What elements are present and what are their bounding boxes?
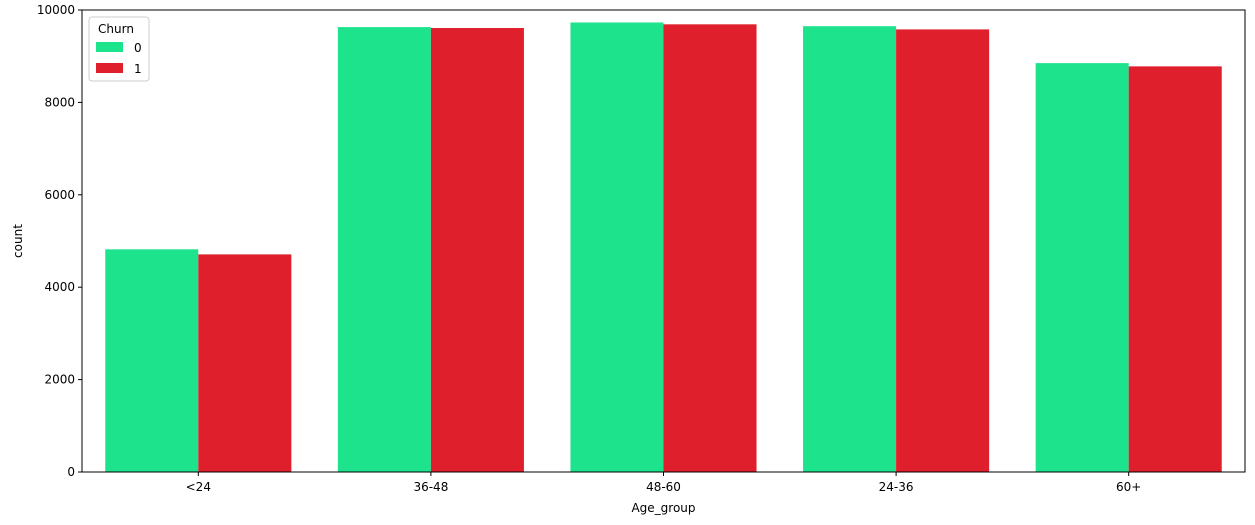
y-tick-label: 4000 — [44, 280, 75, 294]
bar-60+-churn-0 — [1035, 63, 1129, 472]
plot-frame — [81, 9, 1246, 473]
legend-swatch-1 — [96, 63, 123, 73]
legend-swatch-0 — [96, 42, 123, 52]
y-tick-label: 6000 — [44, 188, 75, 202]
y-tick-label: 0 — [67, 465, 75, 479]
y-tick-label: 10000 — [37, 3, 75, 17]
bar-24-36-churn-1 — [896, 29, 990, 473]
legend-title: Churn — [98, 22, 134, 36]
bar-<24-churn-0 — [105, 249, 199, 472]
legend: Churn 0 1 — [88, 16, 150, 82]
y-tick-label: 8000 — [44, 95, 75, 109]
bar-48-60-churn-1 — [663, 24, 757, 473]
bar-48-60-churn-0 — [570, 22, 664, 472]
y-axis-label: count — [11, 224, 25, 258]
bar-36-48-churn-1 — [430, 28, 524, 472]
x-tick-label: 48-60 — [646, 480, 681, 494]
x-axis: <24 36-48 48-60 24-36 60+ — [186, 472, 1141, 494]
legend-label-1: 1 — [134, 62, 142, 76]
bar-36-48-churn-0 — [337, 27, 431, 473]
x-tick-label: <24 — [186, 480, 211, 494]
bar-60+-churn-1 — [1128, 66, 1222, 472]
bar-<24-churn-1 — [198, 254, 292, 472]
x-tick-label: 60+ — [1116, 480, 1141, 494]
bar-24-36-churn-0 — [803, 26, 897, 472]
y-tick-label: 2000 — [44, 373, 75, 387]
x-tick-label: 36-48 — [413, 480, 448, 494]
legend-label-0: 0 — [134, 41, 142, 55]
bars-layer — [105, 22, 1222, 473]
x-tick-label: 24-36 — [879, 480, 914, 494]
y-axis: 0 2000 4000 6000 8000 10000 — [37, 3, 82, 479]
x-axis-label: Age_group — [631, 501, 695, 515]
